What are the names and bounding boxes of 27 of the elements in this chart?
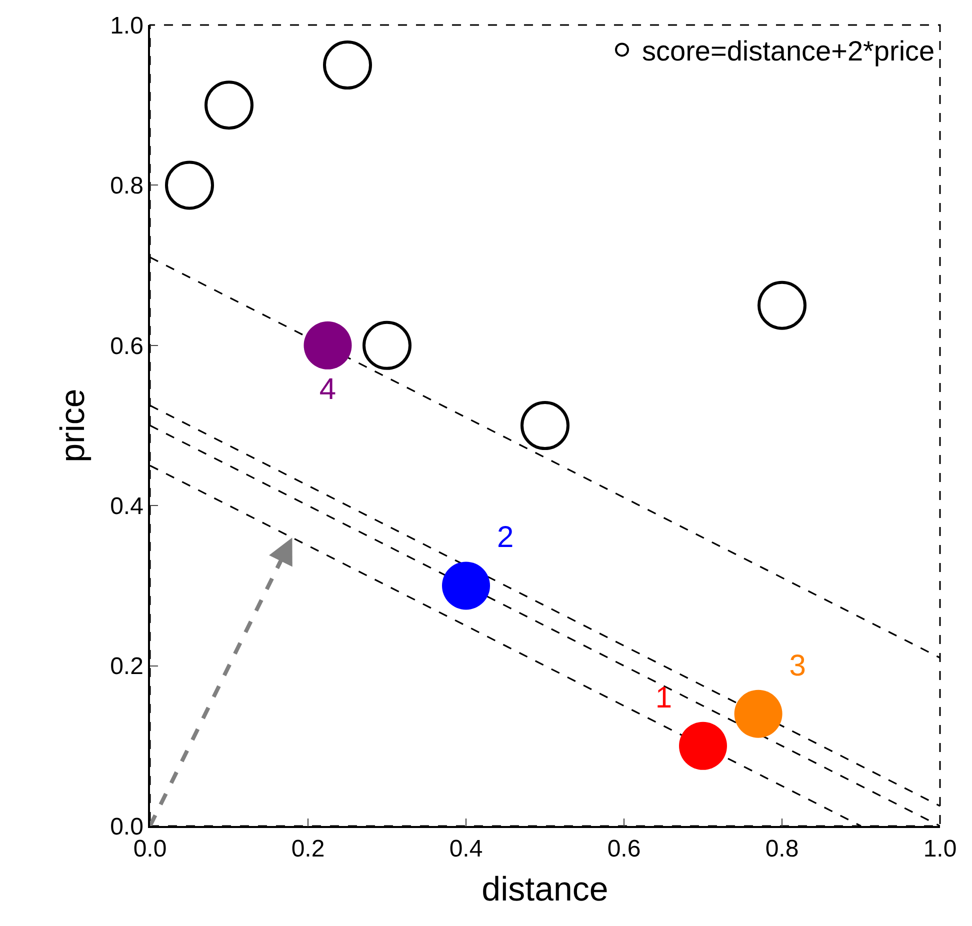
x-tick-label: 0.4: [449, 836, 483, 863]
y-tick-label: 1.0: [110, 12, 144, 40]
point: [679, 722, 727, 770]
point: [204, 80, 254, 130]
point: [520, 401, 570, 450]
x-tick-label: 0.6: [607, 836, 641, 863]
point: [304, 321, 352, 370]
point: [165, 160, 214, 210]
point: [758, 280, 806, 330]
x-axis-title: distance: [482, 870, 608, 908]
series-label: 4: [319, 372, 336, 406]
series-label: 3: [789, 649, 806, 682]
x-tick-label: 1.0: [923, 836, 957, 863]
point: [362, 320, 412, 370]
x-tick-label: 0.8: [765, 836, 799, 863]
point: [734, 690, 782, 738]
series-label: 1: [655, 681, 672, 714]
legend-label: score=distance+2*price: [642, 36, 935, 67]
y-tick-label: 0.8: [110, 172, 144, 200]
y-tick-label: 0.4: [110, 493, 144, 520]
y-tick-label: 0.6: [110, 332, 144, 360]
x-tick-label: 0.2: [291, 836, 325, 863]
y-tick-label: 0.2: [110, 653, 144, 680]
point: [323, 40, 372, 90]
series-label: 2: [497, 521, 514, 554]
point: [442, 562, 490, 610]
y-axis-title: price: [54, 388, 92, 462]
